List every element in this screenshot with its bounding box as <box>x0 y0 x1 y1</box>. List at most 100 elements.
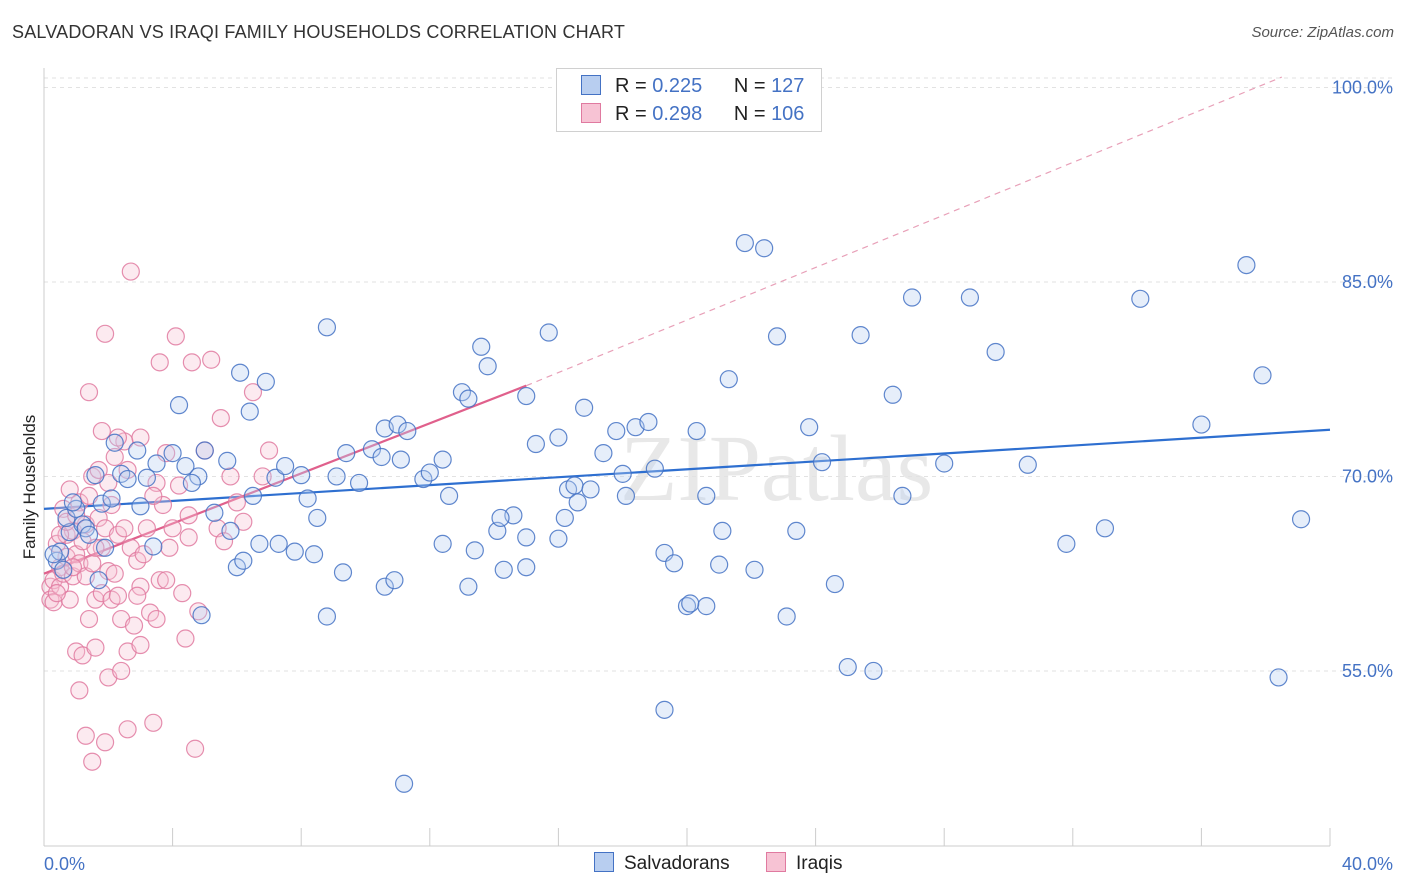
data-point <box>526 434 545 454</box>
data-point <box>433 450 452 469</box>
data-point <box>54 560 73 579</box>
data-point <box>555 508 574 528</box>
iraqis-swatch <box>766 852 786 872</box>
stats-legend: R = 0.225 N = 127 R = 0.298 N = 106 <box>556 68 822 132</box>
data-point <box>147 454 166 473</box>
data-point <box>1095 519 1115 538</box>
data-point <box>95 538 115 557</box>
data-point <box>777 607 796 626</box>
legend-label: Salvadorans <box>624 853 730 874</box>
data-point <box>375 577 394 596</box>
data-point <box>169 396 189 415</box>
data-point <box>1291 510 1311 529</box>
data-point <box>388 415 407 434</box>
data-point <box>276 456 295 476</box>
salvadorans-trendline <box>43 428 1331 510</box>
data-point <box>134 545 153 564</box>
data-point <box>218 451 237 470</box>
data-point <box>420 463 439 482</box>
data-point <box>713 521 732 541</box>
data-point <box>472 337 491 356</box>
data-point <box>459 389 478 408</box>
data-point <box>719 370 738 389</box>
data-point <box>883 385 902 404</box>
data-point <box>108 525 128 544</box>
data-point <box>144 537 163 556</box>
data-point <box>153 495 173 515</box>
data-point <box>825 574 844 594</box>
data-point <box>179 528 198 547</box>
data-point <box>1253 366 1272 385</box>
data-point <box>787 521 806 541</box>
data-point <box>105 433 124 452</box>
data-point <box>83 554 102 573</box>
data-point <box>234 512 253 531</box>
data-point <box>128 441 147 460</box>
data-point <box>86 590 105 609</box>
r-label: R = <box>615 75 647 97</box>
data-point <box>349 473 369 493</box>
data-point <box>89 508 108 528</box>
watermark: ZIPatlas <box>620 417 933 521</box>
data-point <box>63 493 83 512</box>
data-point <box>118 720 137 739</box>
data-point <box>144 713 163 732</box>
data-point <box>150 571 169 590</box>
data-point <box>115 519 134 538</box>
data-point <box>140 603 160 622</box>
data-point <box>192 606 211 625</box>
data-point <box>105 564 124 583</box>
data-point <box>221 467 240 486</box>
data-point <box>687 421 706 441</box>
data-point <box>195 441 214 460</box>
data-point <box>494 560 513 579</box>
data-point <box>108 428 128 447</box>
legend-row-iraqis: R = 0.298 N = 106 <box>581 103 804 127</box>
data-point <box>102 495 121 515</box>
data-point <box>70 681 89 700</box>
legend-label: Iraqis <box>796 853 843 874</box>
data-point <box>227 493 246 512</box>
data-point <box>166 327 185 346</box>
data-point <box>144 486 163 505</box>
data-point <box>47 584 66 603</box>
data-point <box>639 412 658 432</box>
data-point <box>124 616 144 635</box>
y-tick-label: 55.0% <box>1342 661 1393 681</box>
data-point <box>240 402 259 421</box>
data-point <box>128 586 147 605</box>
data-point <box>256 372 275 391</box>
data-point <box>594 444 613 463</box>
data-point <box>745 560 764 579</box>
data-point <box>102 489 121 508</box>
data-point <box>568 493 587 512</box>
data-point <box>755 239 774 258</box>
data-point <box>121 262 140 281</box>
r-label: R = <box>615 103 647 125</box>
x-tick-label: 0.0% <box>44 854 85 874</box>
r-value: 0.225 <box>652 75 703 97</box>
data-point <box>317 318 337 337</box>
data-point <box>851 326 870 345</box>
data-point <box>92 421 111 441</box>
data-point <box>92 494 111 513</box>
n-value: 127 <box>771 75 805 97</box>
data-point <box>767 327 787 346</box>
data-point <box>176 456 195 476</box>
y-tick-label: 100.0% <box>1332 77 1393 97</box>
data-point <box>269 534 288 553</box>
data-point <box>385 571 404 590</box>
data-point <box>76 726 95 745</box>
data-point <box>304 545 324 564</box>
data-point <box>677 597 697 616</box>
data-point <box>105 447 124 467</box>
data-point <box>1237 255 1256 275</box>
data-point <box>298 489 317 508</box>
data-point <box>182 353 201 372</box>
data-point <box>391 450 410 469</box>
data-point <box>575 398 594 417</box>
legend-salvadorans[interactable]: Salvadorans <box>594 852 730 875</box>
data-point <box>173 584 192 603</box>
legend-iraqis[interactable]: Iraqis <box>766 852 842 875</box>
data-point <box>902 288 922 307</box>
